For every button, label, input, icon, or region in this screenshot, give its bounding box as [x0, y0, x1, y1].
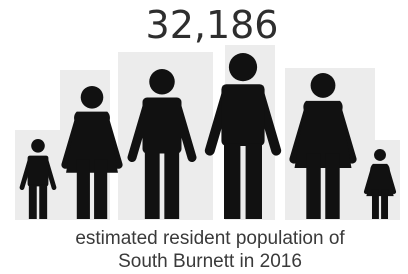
- caption-line: South Burnett in 2016: [118, 251, 302, 272]
- dress: [366, 164, 393, 196]
- leg: [164, 152, 179, 220]
- leg: [29, 184, 37, 219]
- leg: [224, 144, 240, 219]
- head: [31, 139, 45, 153]
- head: [229, 53, 257, 81]
- leg: [94, 159, 107, 219]
- torso: [221, 84, 264, 146]
- torso: [143, 98, 182, 154]
- torso: [28, 156, 49, 187]
- leg: [246, 144, 262, 219]
- leg: [306, 153, 320, 219]
- infographic: 32,186 estimated resident population of …: [0, 0, 408, 274]
- leg: [39, 184, 47, 219]
- head: [81, 86, 104, 109]
- leg: [77, 159, 90, 219]
- page: {"headline": {"value": "32,186"}, "capti…: [0, 0, 408, 274]
- head: [311, 73, 336, 98]
- head: [149, 69, 175, 95]
- leg: [372, 189, 379, 219]
- caption-line: estimated resident population of: [75, 228, 345, 249]
- leg: [381, 189, 388, 219]
- headline-number: 32,186: [146, 3, 279, 47]
- head: [374, 149, 386, 161]
- leg: [145, 152, 160, 220]
- leg: [325, 153, 339, 219]
